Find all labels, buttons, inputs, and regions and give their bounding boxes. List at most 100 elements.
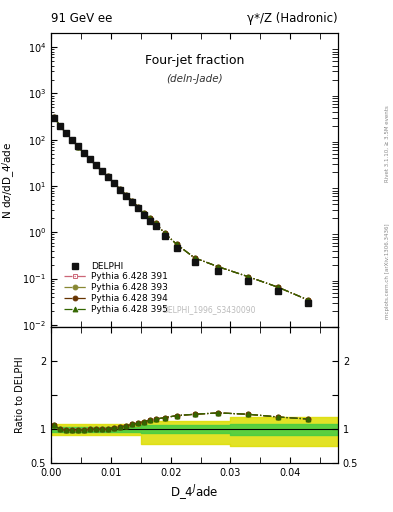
Pythia 6.428 393 — [246, 273, 251, 280]
Pythia 6.428 394 — [246, 273, 251, 280]
Pythia 6.428 395 — [94, 162, 98, 168]
Pythia 6.428 394 — [112, 180, 116, 186]
Pythia 6.428 394 — [174, 241, 179, 247]
Pythia 6.428 393 — [141, 209, 146, 216]
Pythia 6.428 391 — [153, 220, 158, 226]
Pythia 6.428 391 — [216, 264, 221, 270]
Pythia 6.428 393 — [123, 191, 128, 198]
Text: Four-jet fraction: Four-jet fraction — [145, 54, 244, 67]
Y-axis label: N d$\sigma$/dD_4$^J$ade: N d$\sigma$/dD_4$^J$ade — [0, 141, 17, 219]
Pythia 6.428 394 — [88, 156, 92, 162]
Pythia 6.428 394 — [153, 220, 158, 226]
Pythia 6.428 395 — [174, 241, 179, 247]
Pythia 6.428 395 — [105, 174, 110, 180]
Pythia 6.428 395 — [246, 273, 251, 280]
Pythia 6.428 393 — [118, 186, 122, 192]
Pythia 6.428 394 — [306, 297, 310, 303]
DELPHI — [246, 278, 251, 284]
DELPHI — [105, 174, 110, 180]
Pythia 6.428 395 — [147, 215, 152, 221]
Pythia 6.428 395 — [75, 143, 80, 150]
Text: DELPHI_1996_S3430090: DELPHI_1996_S3430090 — [162, 305, 255, 314]
DELPHI — [75, 143, 80, 150]
DELPHI — [58, 123, 62, 129]
DELPHI — [216, 268, 221, 274]
Pythia 6.428 395 — [70, 137, 74, 143]
Pythia 6.428 393 — [174, 241, 179, 247]
Pythia 6.428 391 — [64, 130, 68, 136]
Pythia 6.428 391 — [75, 143, 80, 150]
Line: DELPHI: DELPHI — [51, 115, 311, 306]
Text: (deln-Jade): (deln-Jade) — [166, 74, 223, 84]
DELPHI — [52, 115, 57, 121]
Pythia 6.428 391 — [52, 114, 57, 120]
Pythia 6.428 391 — [174, 241, 179, 247]
Pythia 6.428 393 — [75, 143, 80, 150]
Pythia 6.428 391 — [118, 186, 122, 192]
Pythia 6.428 393 — [58, 123, 62, 129]
Pythia 6.428 391 — [192, 255, 197, 261]
Pythia 6.428 393 — [112, 180, 116, 186]
Pythia 6.428 395 — [216, 264, 221, 270]
Pythia 6.428 393 — [94, 162, 98, 168]
Pythia 6.428 393 — [82, 150, 86, 156]
Pythia 6.428 391 — [123, 191, 128, 198]
Pythia 6.428 394 — [82, 150, 86, 156]
DELPHI — [88, 156, 92, 162]
DELPHI — [162, 233, 167, 240]
Pythia 6.428 393 — [276, 284, 281, 290]
Pythia 6.428 391 — [136, 204, 140, 210]
Pythia 6.428 395 — [64, 130, 68, 136]
Pythia 6.428 391 — [88, 156, 92, 162]
Pythia 6.428 394 — [147, 215, 152, 221]
Y-axis label: Ratio to DELPHI: Ratio to DELPHI — [15, 357, 25, 434]
Line: Pythia 6.428 393: Pythia 6.428 393 — [51, 115, 310, 303]
Pythia 6.428 391 — [246, 273, 251, 280]
Pythia 6.428 395 — [136, 204, 140, 210]
Pythia 6.428 391 — [82, 150, 86, 156]
Pythia 6.428 391 — [58, 123, 62, 129]
DELPHI — [141, 211, 146, 218]
Pythia 6.428 394 — [75, 143, 80, 150]
Pythia 6.428 394 — [70, 137, 74, 143]
Pythia 6.428 394 — [129, 198, 134, 204]
Pythia 6.428 395 — [99, 168, 104, 174]
Text: Rivet 3.1.10, ≥ 3.5M events: Rivet 3.1.10, ≥ 3.5M events — [385, 105, 389, 182]
Pythia 6.428 394 — [123, 191, 128, 198]
Pythia 6.428 393 — [52, 114, 57, 120]
Pythia 6.428 395 — [162, 230, 167, 236]
Pythia 6.428 393 — [136, 204, 140, 210]
DELPHI — [112, 180, 116, 186]
Pythia 6.428 391 — [105, 174, 110, 180]
Pythia 6.428 395 — [58, 123, 62, 129]
Pythia 6.428 391 — [94, 162, 98, 168]
Pythia 6.428 391 — [70, 137, 74, 143]
Line: Pythia 6.428 395: Pythia 6.428 395 — [51, 115, 310, 303]
DELPHI — [174, 245, 179, 251]
DELPHI — [276, 288, 281, 294]
DELPHI — [64, 130, 68, 136]
Pythia 6.428 391 — [141, 209, 146, 216]
DELPHI — [70, 137, 74, 143]
Pythia 6.428 391 — [129, 198, 134, 204]
DELPHI — [136, 205, 140, 211]
Pythia 6.428 391 — [147, 215, 152, 221]
Pythia 6.428 391 — [99, 168, 104, 174]
DELPHI — [147, 218, 152, 224]
Pythia 6.428 395 — [52, 114, 57, 120]
Pythia 6.428 393 — [306, 297, 310, 303]
Pythia 6.428 391 — [162, 230, 167, 236]
Pythia 6.428 394 — [64, 130, 68, 136]
Pythia 6.428 394 — [99, 168, 104, 174]
Text: γ*/Z (Hadronic): γ*/Z (Hadronic) — [247, 12, 338, 25]
Line: Pythia 6.428 391: Pythia 6.428 391 — [51, 115, 310, 303]
DELPHI — [192, 259, 197, 265]
Legend: DELPHI, Pythia 6.428 391, Pythia 6.428 393, Pythia 6.428 394, Pythia 6.428 395: DELPHI, Pythia 6.428 391, Pythia 6.428 3… — [61, 259, 171, 316]
Pythia 6.428 391 — [112, 180, 116, 186]
Pythia 6.428 393 — [105, 174, 110, 180]
Pythia 6.428 394 — [52, 114, 57, 120]
Pythia 6.428 395 — [141, 209, 146, 216]
Pythia 6.428 394 — [58, 123, 62, 129]
Pythia 6.428 395 — [82, 150, 86, 156]
Pythia 6.428 391 — [276, 284, 281, 290]
